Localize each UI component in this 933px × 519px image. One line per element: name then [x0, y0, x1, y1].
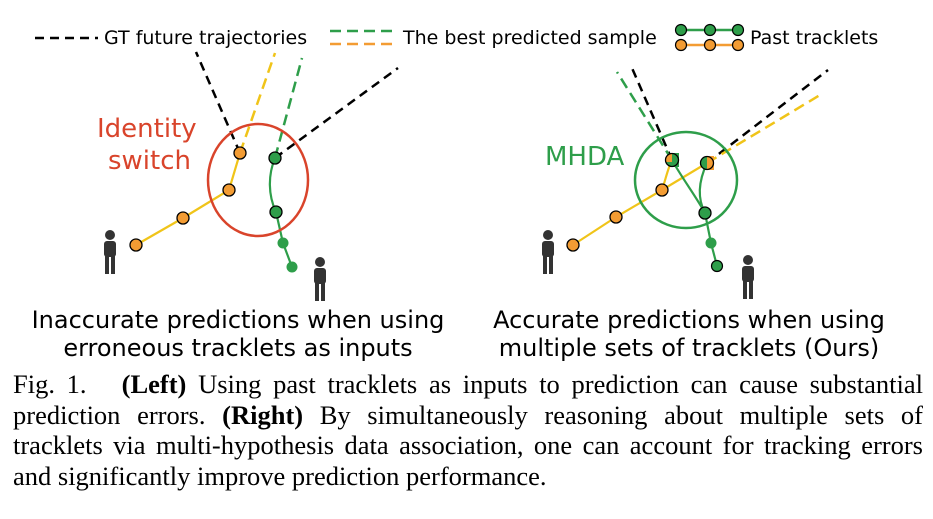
figure-caption: Fig. 1. (Left) Using past tracklets as i… [13, 369, 923, 491]
legend-best-label: The best predicted sample [402, 27, 657, 49]
left-best-prediction-yellow [238, 52, 277, 154]
person-icon [742, 255, 754, 299]
right-gt-future-line [630, 67, 674, 161]
right-split-point [664, 152, 680, 168]
left-orange-point [176, 211, 190, 225]
legend-past-label: Past tracklets [750, 27, 878, 49]
right-best-prediction-yellow [706, 93, 821, 165]
right-gt-future-line [706, 69, 829, 164]
left-subcaption-line1: Inaccurate predictions when using [32, 306, 445, 334]
left-orange-point [129, 238, 143, 252]
right-green-point [698, 206, 712, 220]
left-gt-future-line [194, 51, 242, 154]
right-subcaption-line1: Accurate predictions when using [493, 306, 885, 334]
right-callout: MHDA [545, 142, 625, 172]
right-green-point [710, 259, 724, 273]
left-green-point [268, 151, 282, 165]
left-orange-point [233, 146, 247, 160]
caption-fig-label: Fig. 1. [13, 369, 87, 399]
left-orange-tracklet [135, 152, 242, 246]
left-green-point [269, 205, 283, 219]
caption-text-2: By simultaneously reasoning about multip… [13, 399, 923, 491]
left-best-prediction-green [273, 57, 304, 159]
legend: GT future trajectories The best predicte… [35, 23, 878, 52]
caption-right-tag: (Right) [222, 399, 304, 430]
right-green-alt-tracklet [698, 162, 708, 214]
right-orange-point [655, 183, 669, 197]
right-orange-point [609, 210, 623, 224]
right-mhda-circle [633, 130, 739, 230]
legend-past-swatch [674, 23, 745, 52]
right-split-point [699, 155, 715, 171]
left-green-point [286, 261, 298, 273]
right-orange-point [566, 238, 580, 252]
left-gt-future-line [274, 66, 399, 160]
left-callout-line1: Identity [97, 114, 197, 144]
right-orange-tracklet [572, 162, 708, 246]
caption-left-tag: (Left) [121, 369, 187, 399]
legend-gt-label: GT future trajectories [104, 27, 307, 49]
person-icon [104, 230, 116, 274]
person-icon [542, 230, 554, 274]
right-best-prediction-green [615, 71, 674, 161]
person-icon [314, 257, 326, 301]
left-subcaption-line2: erroneous tracklets as inputs [63, 334, 412, 362]
caption-text-1: Using past tracklets as inputs to predic… [13, 369, 923, 430]
right-panel: MHDA Accurate predictions when using mul… [493, 67, 885, 362]
left-panel: Identity switch Inaccurate predictions w… [32, 51, 445, 362]
right-subcaption-line2: multiple sets of tracklets (Ours) [499, 334, 879, 362]
left-identity-switch-circle [206, 122, 310, 238]
left-callout-line2: switch [108, 146, 191, 176]
left-orange-point [222, 183, 236, 197]
left-green-point [277, 237, 289, 249]
right-green-point [705, 237, 717, 249]
